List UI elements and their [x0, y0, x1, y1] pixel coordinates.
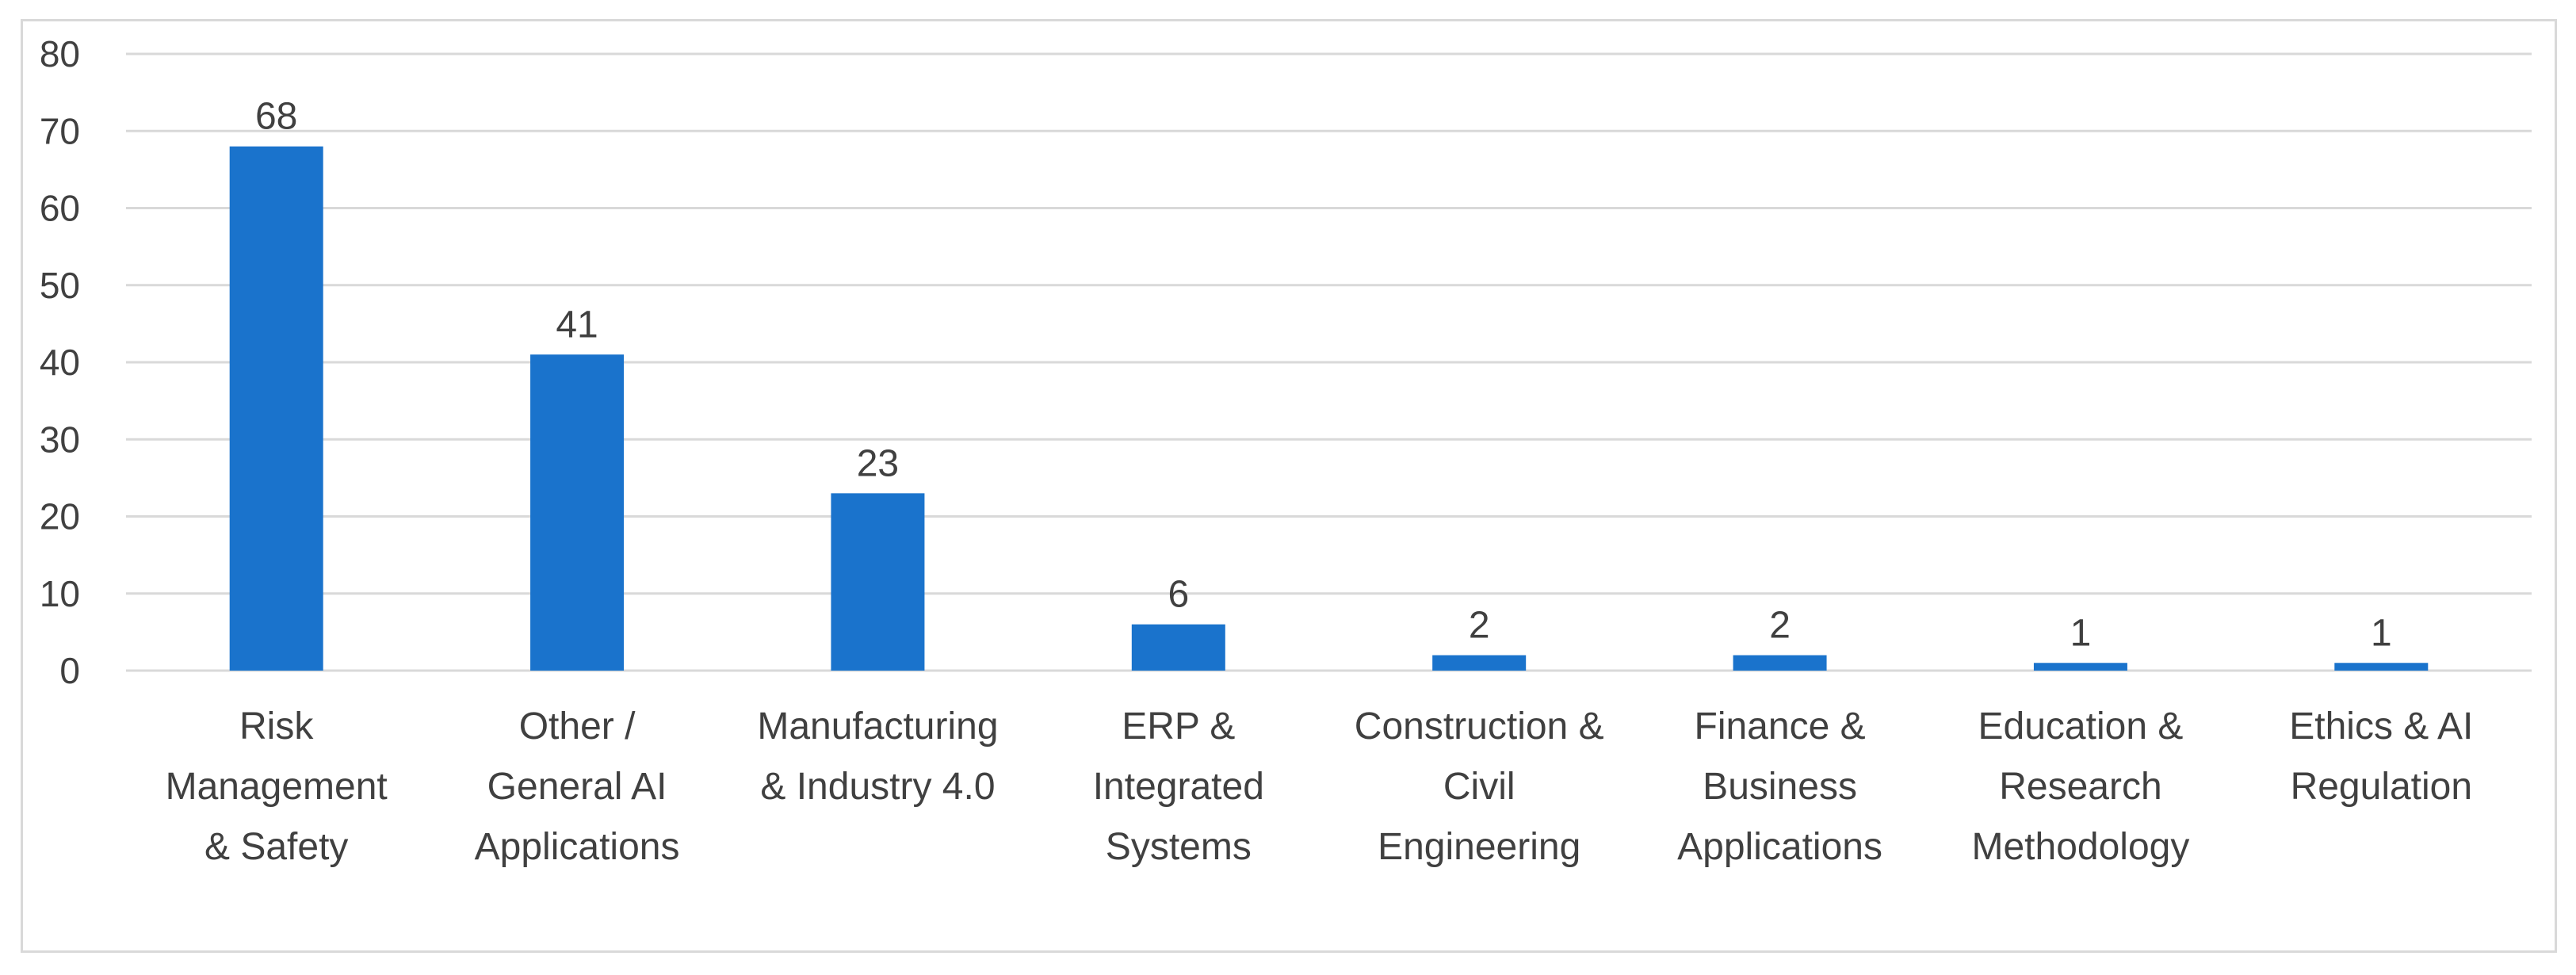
y-tick-label: 20 [40, 496, 80, 537]
x-tick-label: Other / General AI Applications [475, 705, 680, 868]
y-tick-label: 70 [40, 110, 80, 151]
x-tick-label: Manufacturing & Industry 4.0 [757, 705, 998, 808]
data-label: 41 [556, 304, 598, 346]
x-tick-label: Risk Management & Safety [166, 705, 388, 868]
data-label: 1 [2371, 612, 2392, 654]
data-label: 68 [255, 96, 297, 138]
y-tick-label: 50 [40, 265, 80, 306]
bar [229, 146, 323, 671]
bar [2033, 663, 2127, 671]
x-tick-label: Education & Research Methodology [1972, 705, 2190, 868]
bar [530, 354, 625, 671]
data-label: 6 [1168, 574, 1189, 616]
bar [1432, 655, 1527, 671]
bar [1131, 624, 1225, 671]
y-tick-label: 10 [40, 573, 80, 614]
y-tick-label: 30 [40, 419, 80, 460]
y-tick-label: 0 [59, 650, 80, 691]
y-tick-label: 80 [40, 33, 80, 75]
x-tick-label: Construction & Civil Engineering [1355, 705, 1604, 868]
bar [2334, 663, 2429, 671]
data-label: 2 [1769, 605, 1791, 647]
y-tick-label: 40 [40, 342, 80, 383]
x-tick-label: ERP & Integrated Systems [1093, 705, 1264, 868]
data-label: 23 [857, 442, 899, 484]
bar [1733, 655, 1827, 671]
chart-frame: 0 10 20 30 40 50 60 70 80 68 Risk Management & Safet… [21, 19, 2557, 953]
y-tick-label: 60 [40, 188, 80, 229]
data-label: 1 [2070, 612, 2092, 654]
x-tick-label: Ethics & AI Regulation [2289, 705, 2473, 808]
bar-chart: 0 10 20 30 40 50 60 70 80 68 Risk Management & Safet… [40, 33, 2532, 868]
bar [831, 493, 925, 671]
x-tick-label: Finance & Business Applications [1677, 705, 1882, 868]
data-label: 2 [1469, 605, 1490, 647]
